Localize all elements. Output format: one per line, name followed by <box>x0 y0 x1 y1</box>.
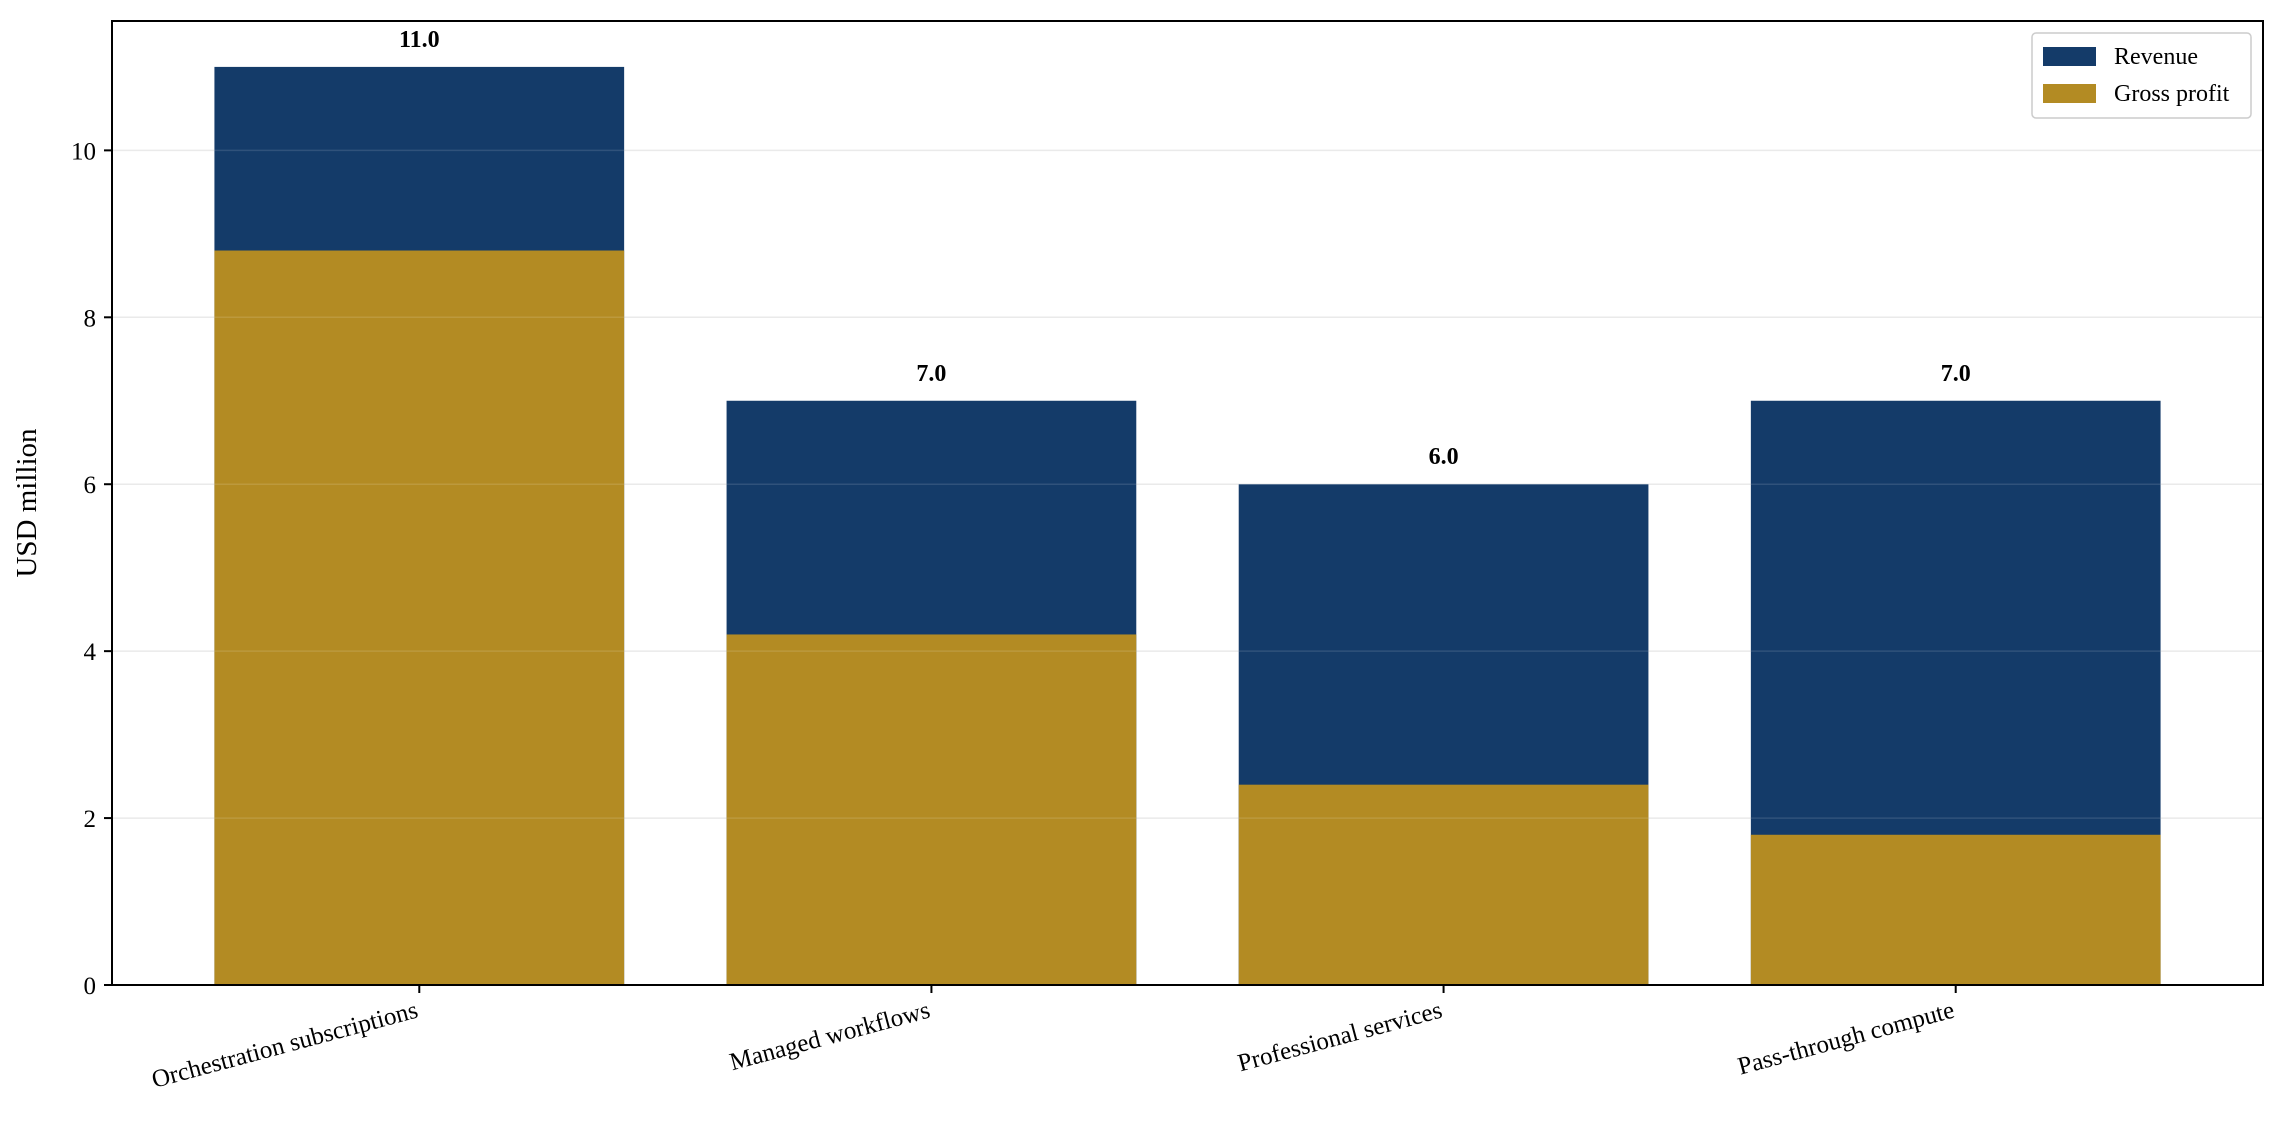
data-label: 7.0 <box>1941 361 1971 387</box>
legend-swatch-gross-profit <box>2043 84 2096 103</box>
data-label: 11.0 <box>399 27 440 53</box>
legend-label: Gross profit <box>2114 81 2230 107</box>
y-axis-ticks: 0 2 4 6 8 10 <box>71 138 112 1000</box>
y-tick-label: 0 <box>84 973 97 1000</box>
bar-gross-profit <box>1238 784 1649 985</box>
legend: Revenue Gross profit <box>2031 32 2252 119</box>
bars <box>112 66 2263 985</box>
bar-gross-profit <box>1750 834 2161 985</box>
legend-label: Revenue <box>2114 44 2198 70</box>
bar-gross-profit <box>726 634 1137 985</box>
x-tick-label: Orchestration subscriptions <box>149 997 421 1094</box>
y-tick-label: 8 <box>84 305 97 332</box>
y-tick-label: 4 <box>84 639 97 666</box>
bar-gross-profit <box>214 250 625 985</box>
x-axis-ticks: Orchestration subscriptions Managed workf… <box>149 985 1957 1094</box>
x-tick-label: Pass-through compute <box>1735 997 1957 1081</box>
plot-border <box>111 20 2264 986</box>
data-label: 7.0 <box>916 361 946 387</box>
y-axis-label: USD million <box>11 428 43 578</box>
plot-frame <box>111 20 2264 986</box>
data-label: 6.0 <box>1429 444 1459 470</box>
y-tick-label: 10 <box>71 138 96 165</box>
x-tick-label: Professional services <box>1235 997 1445 1078</box>
y-tick-label: 2 <box>84 806 97 833</box>
y-tick-label: 6 <box>84 472 97 499</box>
legend-swatch-revenue <box>2043 47 2096 66</box>
x-tick-label: Managed workflows <box>727 997 933 1076</box>
data-labels: 11.0 7.0 6.0 7.0 <box>399 27 1971 470</box>
